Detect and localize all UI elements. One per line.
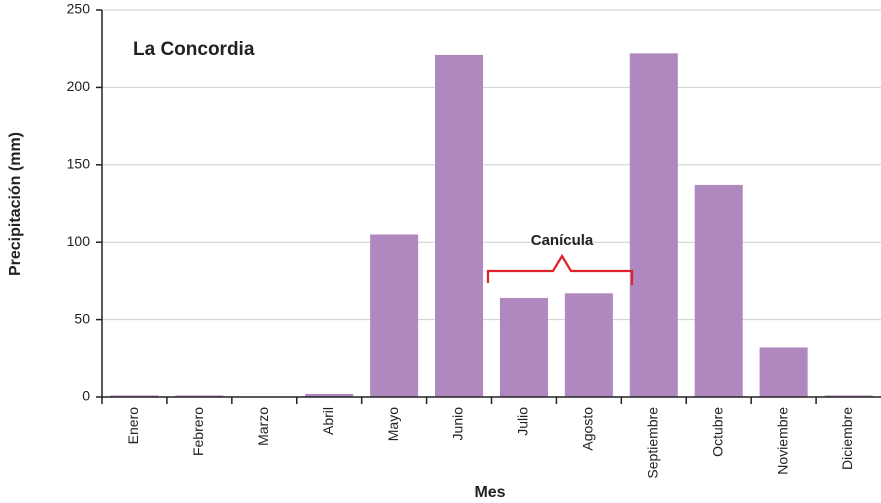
bar: [824, 395, 873, 397]
x-tick-label: Agosto: [580, 407, 596, 451]
bar: [110, 395, 159, 397]
bar: [499, 297, 548, 397]
bar: [305, 393, 354, 397]
bar: [759, 347, 808, 397]
x-tick-label: Octubre: [709, 407, 725, 457]
annotation: Canícula: [531, 232, 594, 249]
bar: [175, 395, 224, 397]
x-tick-label: Junio: [450, 407, 466, 441]
x-tick-label: Enero: [125, 407, 141, 445]
x-tick-label: Abril: [320, 407, 336, 435]
y-tick-label: 200: [67, 78, 91, 94]
x-tick-label: Septiembre: [644, 407, 660, 479]
x-tick-label: Diciembre: [839, 407, 855, 470]
chart-title: La Concordia: [133, 39, 255, 60]
bars: [110, 53, 873, 398]
x-tick-label: Noviembre: [774, 407, 790, 475]
bar: [694, 184, 743, 397]
axes: 0 50 100 150 200 250 Enero Febrero Marzo Abril May…: [67, 1, 881, 479]
y-axis-label: Precipitación (mm): [7, 132, 24, 276]
grid: [102, 9, 881, 398]
y-tick-label: 250: [67, 1, 91, 17]
bar: [629, 53, 678, 398]
x-tick-label: Febrero: [190, 407, 206, 456]
bar: [435, 54, 484, 397]
bar: [564, 293, 613, 397]
x-tick-label: Julio: [515, 407, 531, 436]
x-tick-label: Mayo: [385, 407, 401, 441]
y-tick-label: 100: [67, 233, 91, 249]
y-tick-label: 150: [67, 156, 91, 172]
x-tick-label: Marzo: [255, 407, 271, 446]
bar: [370, 234, 419, 397]
bracket: [486, 253, 634, 285]
y-tick-label: 50: [74, 310, 90, 326]
x-axis-label: Mes: [474, 484, 505, 501]
y-tick-label: 0: [82, 388, 90, 404]
